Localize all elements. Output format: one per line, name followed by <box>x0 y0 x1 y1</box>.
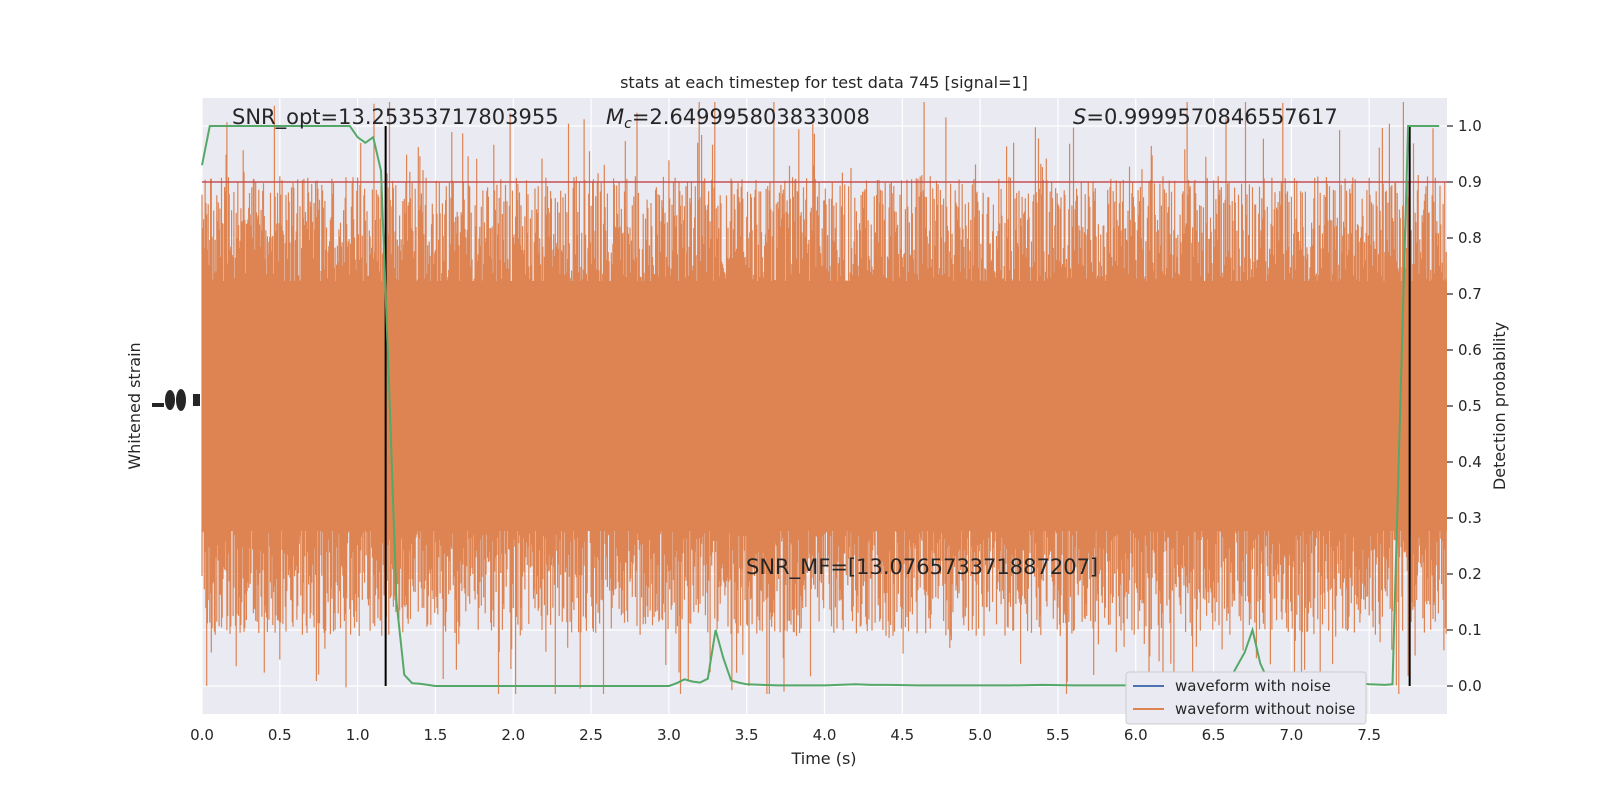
legend-label-with-noise: waveform with noise <box>1175 677 1331 695</box>
y-axis-right-ticks: 0.0 0.1 0.2 0.3 0.4 0.5 0.6 0.7 0.8 0.9 1.0 <box>1447 117 1482 695</box>
event-markers <box>384 126 1411 686</box>
y-tick-label: 0.4 <box>1458 453 1482 471</box>
x-tick-label: 7.5 <box>1357 726 1381 744</box>
x-tick-label: 7.0 <box>1279 726 1303 744</box>
snr-mf-annotation: SNR_MF=[13.076573371887207] <box>746 555 1098 580</box>
y-tick-label: 1.0 <box>1458 117 1482 135</box>
x-tick-label: 1.0 <box>346 726 370 744</box>
waveform-trace <box>201 102 1447 694</box>
y-tick-label: 0.1 <box>1458 621 1482 639</box>
x-tick-label: 4.0 <box>813 726 837 744</box>
chirp-mass-annotation: Mc=2.649995803833008 <box>606 105 870 132</box>
y-tick-label: 0.0 <box>1458 677 1482 695</box>
y-tick-label: 0.3 <box>1458 509 1482 527</box>
legend-label-without-noise: waveform without noise <box>1175 700 1355 718</box>
y-tick-label: 0.8 <box>1458 229 1482 247</box>
chart-title: stats at each timestep for test data 745… <box>620 73 1028 92</box>
spin-annotation: S=0.9999570846557617 <box>1073 105 1338 129</box>
x-axis-ticks: 0.0 0.5 1.0 1.5 2.0 2.5 3.0 3.5 4.0 4.5 5.0 5.5 6.0 6… <box>190 726 1381 744</box>
x-tick-label: 3.5 <box>735 726 759 744</box>
y-tick-label: 0.9 <box>1458 173 1482 191</box>
y-axis-left-label: Whitened strain <box>125 342 144 469</box>
x-tick-label: 1.5 <box>424 726 448 744</box>
x-tick-label: 2.5 <box>579 726 603 744</box>
x-tick-label: 2.0 <box>501 726 525 744</box>
x-tick-label: 5.0 <box>968 726 992 744</box>
x-tick-label: 5.5 <box>1046 726 1070 744</box>
x-tick-label: 4.5 <box>890 726 914 744</box>
x-tick-label: 3.0 <box>657 726 681 744</box>
x-tick-label: 0.5 <box>268 726 292 744</box>
x-tick-label: 6.5 <box>1202 726 1226 744</box>
x-axis-label: Time (s) <box>790 749 856 768</box>
y-axis-right-label: Detection probability <box>1490 322 1509 490</box>
y-tick-label: 0.2 <box>1458 565 1482 583</box>
y-tick-label: 0.5 <box>1458 397 1482 415</box>
left-tick-labels-overlap <box>152 389 200 411</box>
x-tick-label: 6.0 <box>1124 726 1148 744</box>
y-tick-label: 0.7 <box>1458 285 1482 303</box>
legend: waveform with noise waveform without noi… <box>1125 671 1367 725</box>
waveform-without-noise-series <box>201 102 1447 694</box>
x-tick-label: 0.0 <box>190 726 214 744</box>
snr-opt-annotation: SNR_opt=13.25353717803955 <box>232 105 559 130</box>
y-tick-label: 0.6 <box>1458 341 1482 359</box>
